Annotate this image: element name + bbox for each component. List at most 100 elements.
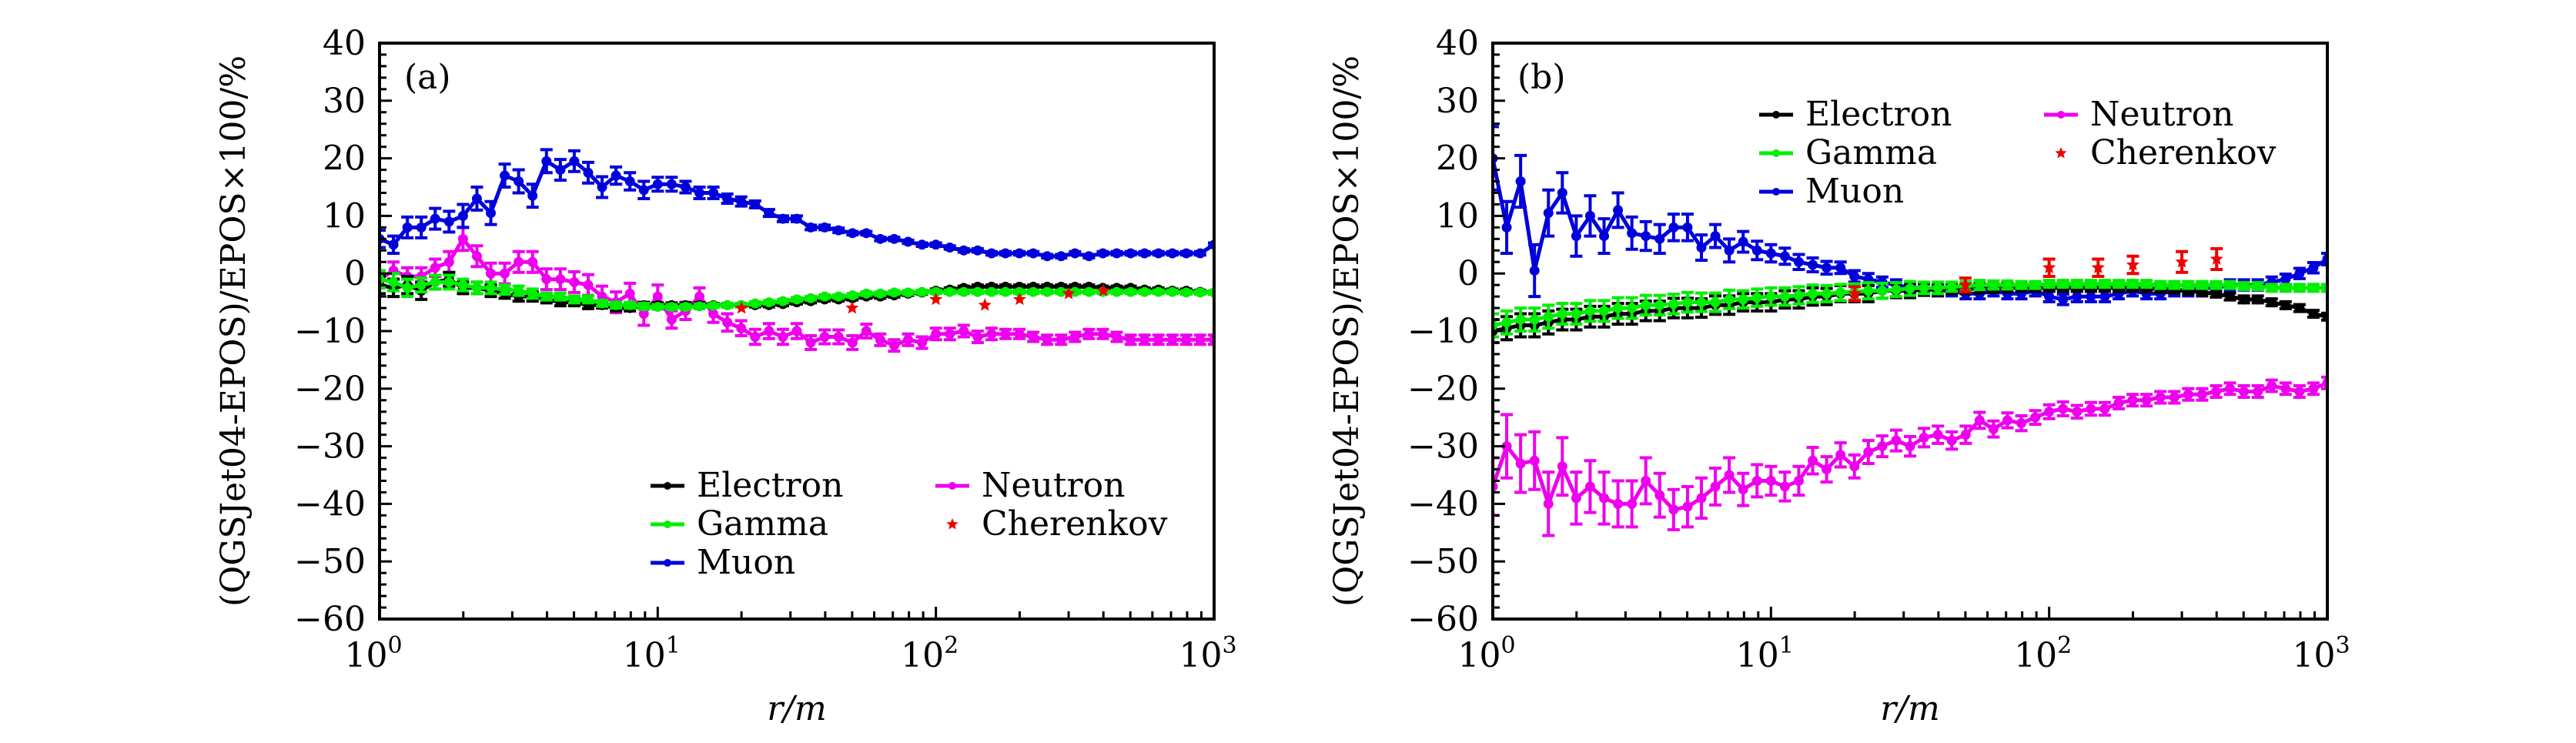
muon-point (694, 187, 705, 198)
neutron-point (1083, 329, 1094, 340)
cherenkov-point (2091, 260, 2105, 273)
neutron-point (624, 288, 635, 299)
gamma-point (2127, 279, 2138, 290)
muon-point (457, 210, 468, 221)
muon-point (1808, 259, 1818, 270)
gamma-point (972, 286, 983, 297)
neutron-point (1724, 470, 1735, 480)
neutron-point (2113, 398, 2124, 408)
muon-point (443, 216, 454, 227)
neutron-point (2183, 389, 2193, 400)
legend-label: Cherenkov (982, 504, 1168, 544)
legend-dot-marker (1772, 149, 1780, 157)
muon-point (638, 185, 649, 196)
neutron-point (443, 256, 454, 267)
neutron-point (1988, 423, 1999, 434)
panel-a-ylabel: (QGSJet04-EPOS)/EPOS×100/% (214, 55, 253, 607)
muon-point (1584, 210, 1595, 221)
legend-item-electron: Electron (1759, 95, 1952, 134)
gamma-point (430, 276, 440, 287)
electron-point (2294, 303, 2305, 313)
y-tick-label: −40 (294, 484, 366, 524)
y-tick-label: −30 (1407, 427, 1479, 467)
gamma-point (694, 301, 705, 312)
neutron-point (1112, 331, 1122, 342)
x-tick-label: 100 (344, 632, 402, 675)
neutron-point (1932, 430, 1943, 440)
gamma-point (471, 283, 482, 293)
gamma-point (680, 302, 691, 313)
gamma-point (2002, 279, 2012, 290)
panel-b-label: (b) (1517, 58, 1566, 97)
electron-point (2308, 309, 2319, 320)
gamma-point (2308, 283, 2319, 293)
gamma-point (652, 302, 663, 313)
neutron-point (1710, 481, 1721, 492)
y-tick-label: 10 (323, 196, 366, 236)
legend-label: Electron (1805, 95, 1952, 134)
neutron-point (1571, 493, 1581, 504)
muon-point (1195, 248, 1206, 259)
legend-label: Cherenkov (2090, 133, 2277, 172)
muon-point (430, 213, 440, 224)
muon-point (1097, 248, 1108, 259)
neutron-point (1668, 504, 1679, 515)
muon-point (514, 176, 524, 187)
gamma-point (1153, 286, 1164, 297)
gamma-point (597, 298, 607, 309)
neutron-point (652, 291, 663, 302)
gamma-point (1584, 306, 1595, 316)
muon-point (1765, 248, 1776, 259)
neutron-point (888, 340, 899, 351)
electron-point (2267, 297, 2277, 308)
neutron-errorbar (1208, 333, 1214, 346)
muon-point (2086, 291, 2096, 302)
y-tick-label: 10 (1436, 196, 1479, 236)
muon-point (388, 239, 399, 250)
gamma-point (1042, 286, 1052, 297)
y-tick-label: 20 (323, 139, 366, 179)
gamma-point (1808, 288, 1818, 299)
gamma-point (1181, 287, 1192, 298)
gamma-point (1877, 286, 1888, 296)
cherenkov-point (734, 301, 748, 314)
neutron-point (514, 256, 524, 267)
neutron-point (875, 334, 885, 345)
neutron-point (1974, 415, 1985, 426)
muon-point (1126, 248, 1136, 259)
gamma-point (2294, 283, 2305, 293)
muon-point (1668, 222, 1679, 233)
gamma-point (388, 276, 399, 287)
legend-dot-marker (948, 482, 956, 490)
panel-a-xlabel: r/m (767, 689, 827, 728)
neutron-point (583, 279, 594, 290)
cherenkov-point (978, 298, 992, 311)
muon-point (666, 179, 677, 189)
neutron-point (972, 331, 983, 342)
legend-label: Neutron (982, 466, 1125, 505)
gamma-point (611, 300, 621, 310)
neutron-point (1139, 334, 1150, 345)
y-tick-label: 0 (344, 254, 366, 293)
muon-point (805, 222, 816, 233)
gamma-point (2183, 279, 2193, 290)
legend-dot-marker (1772, 188, 1780, 196)
neutron-point (666, 314, 677, 325)
legend-item-neutron: Neutron (935, 466, 1125, 505)
muon-point (2099, 291, 2110, 302)
neutron-point (2294, 387, 2305, 397)
neutron-point (833, 331, 844, 342)
series-gamma (1493, 279, 2327, 339)
gamma-point (1069, 286, 1080, 297)
muon-point (1779, 251, 1790, 262)
neutron-point (694, 291, 705, 302)
plot-area (1493, 125, 2327, 537)
neutron-point (2280, 383, 2291, 394)
muon-point (1710, 231, 1721, 242)
muon-point (1822, 263, 1832, 273)
muon-point (541, 156, 552, 166)
x-tick-label: 101 (1736, 632, 1794, 675)
muon-point (917, 239, 928, 250)
legend-label: Muon (697, 543, 795, 582)
